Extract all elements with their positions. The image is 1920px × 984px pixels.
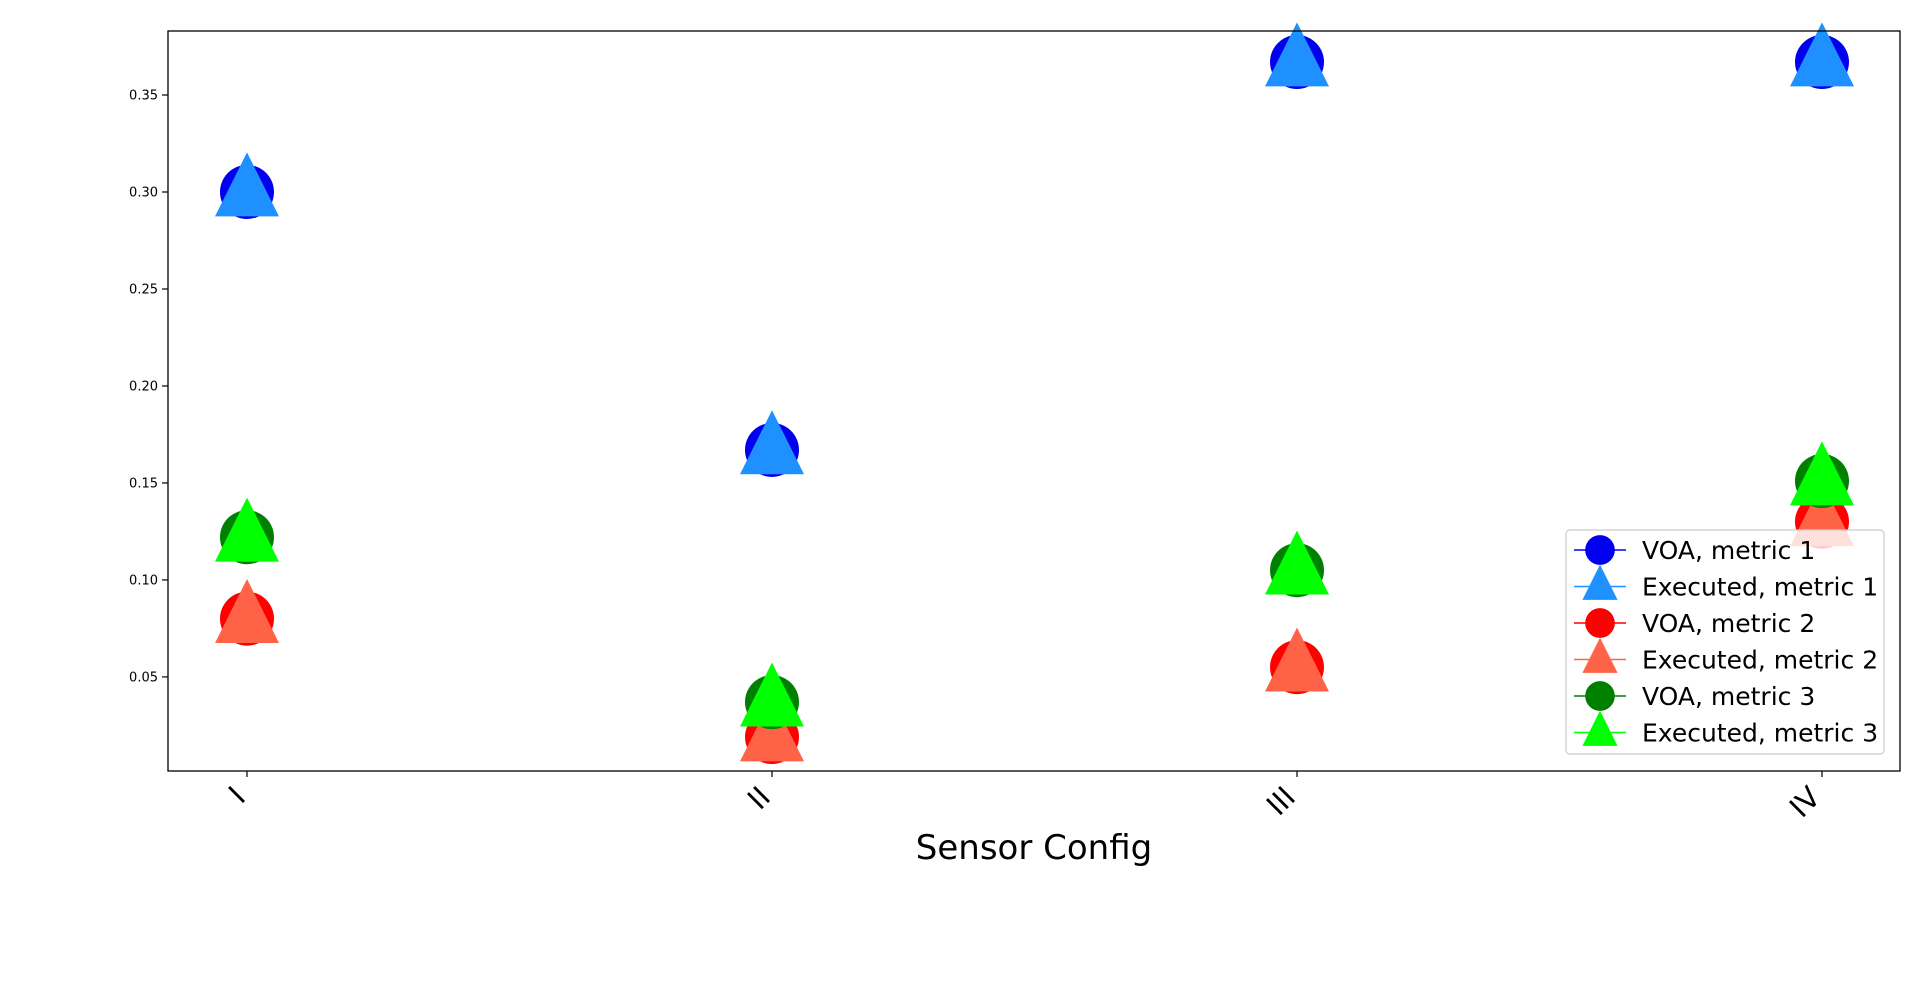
legend-frame [1565, 529, 1885, 755]
legend-marker [1582, 637, 1618, 673]
triangle-point [215, 579, 279, 644]
legend-marker [1585, 608, 1615, 638]
legend-marker [1585, 535, 1615, 565]
triangle-point [215, 152, 279, 217]
legend-label: VOA, metric 3 [1642, 682, 1815, 711]
y-tick-label: 0.35 [129, 89, 158, 104]
triangle-point [215, 497, 279, 562]
legend-marker [1582, 710, 1618, 746]
y-tick-label: 0.10 [129, 573, 158, 588]
triangle-point [1265, 530, 1329, 595]
triangle-point [1265, 627, 1329, 692]
y-tick-label: 0.15 [129, 476, 158, 491]
legend-label: VOA, metric 2 [1642, 609, 1815, 638]
triangle-point [1265, 22, 1329, 87]
y-axis-ticks: 0.05 0.10 0.15 0.20 0.25 0.30 0.35 [129, 89, 168, 685]
y-tick-label: 0.25 [129, 282, 158, 297]
legend-label: VOA, metric 1 [1642, 536, 1815, 565]
triangle-point [1790, 22, 1854, 87]
legend: VOA, metric 1 Executed, metric 1 VOA, metr… [1565, 529, 1885, 755]
legend-label: Executed, metric 3 [1642, 719, 1878, 748]
x-tick-label: IV [1783, 780, 1827, 824]
triangle-point [740, 697, 804, 762]
x-axis-ticks: I II III IV [222, 771, 1827, 824]
legend-marker [1582, 564, 1618, 600]
legend-label: Executed, metric 2 [1642, 646, 1878, 675]
triangle-point [1790, 441, 1854, 506]
plot-frame [167, 30, 1901, 772]
x-tick-label: II [741, 780, 777, 816]
triangle-point [740, 410, 804, 475]
legend-label: Executed, metric 1 [1642, 573, 1878, 602]
x-axis-label: Sensor Config [916, 828, 1152, 868]
triangle-point [740, 662, 804, 727]
legend-marker [1585, 681, 1615, 711]
data-points [215, 22, 1854, 765]
y-tick-label: 0.20 [129, 379, 158, 394]
y-tick-label: 0.05 [129, 670, 158, 685]
x-tick-label: I [222, 780, 252, 810]
x-tick-label: III [1260, 780, 1302, 822]
y-tick-label: 0.30 [129, 185, 158, 200]
